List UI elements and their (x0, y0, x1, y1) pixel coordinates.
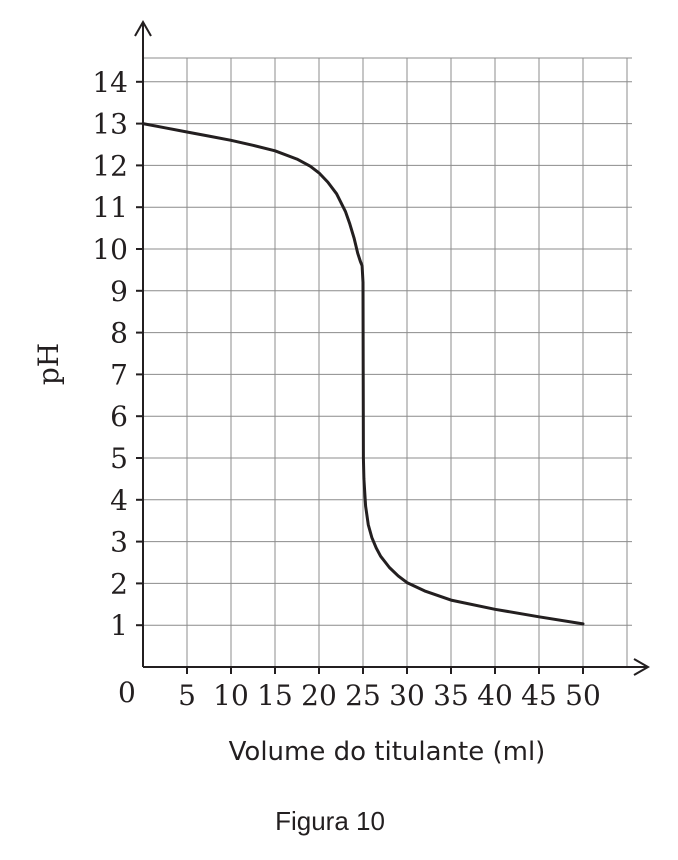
y-tick-label: 4 (110, 484, 128, 517)
x-tick-label: 50 (565, 679, 601, 712)
y-tick-label: 1 (110, 609, 128, 642)
axes (134, 19, 651, 676)
y-tick-label: 3 (110, 526, 128, 559)
x-tick-label: 45 (521, 679, 557, 712)
y-tick-label: 13 (92, 108, 128, 141)
x-tick-label: 20 (301, 679, 337, 712)
x-tick-label: 15 (257, 679, 293, 712)
y-tick-label: 14 (92, 66, 128, 99)
tick-marks (136, 80, 584, 674)
y-tick-label: 10 (92, 233, 128, 266)
y-axis-arrow (134, 19, 152, 37)
y-tick-label: 5 (110, 442, 128, 475)
x-tick-label: 10 (213, 679, 249, 712)
y-tick-label: 2 (110, 567, 128, 600)
x-tick-label: 30 (389, 679, 425, 712)
origin-label: 0 (118, 676, 136, 709)
x-tick-label: 40 (477, 679, 513, 712)
x-axis-arrow (633, 658, 651, 676)
y-tick-label: 9 (110, 275, 128, 308)
y-tick-label: 11 (92, 191, 128, 224)
y-axis-title: pH (32, 343, 65, 385)
x-tick-label: 35 (433, 679, 469, 712)
x-tick-label: 25 (345, 679, 381, 712)
y-tick-label: 7 (110, 358, 128, 391)
x-tick-label: 5 (178, 679, 196, 712)
figure-caption: Figura 10 (275, 806, 385, 836)
grid (143, 57, 632, 667)
curve-layer (141, 122, 585, 626)
y-tick-label: 8 (110, 317, 128, 350)
y-tick-label: 6 (110, 400, 128, 433)
y-tick-label: 12 (92, 149, 128, 182)
x-axis-title: Volume do titulante (ml) (229, 737, 546, 767)
titration-curve (141, 122, 585, 626)
